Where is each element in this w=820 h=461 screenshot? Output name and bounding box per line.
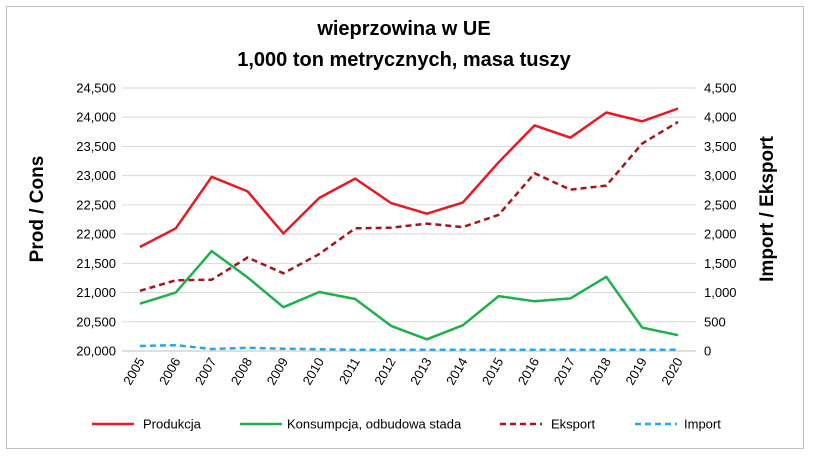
series-line-produkcja — [139, 107, 679, 249]
legend-label: Import — [684, 417, 721, 432]
y-left-tick-label: 23,000 — [76, 168, 116, 183]
y-right-tick-label: 4,000 — [704, 110, 737, 125]
y-right-tick-label: 2,500 — [704, 197, 737, 212]
series-lines — [139, 107, 679, 352]
x-tick-label: 2020 — [658, 355, 685, 388]
y-right-tick-label: 2,000 — [704, 227, 737, 242]
legend-label: Konsumpcja, odbudowa stada — [287, 417, 462, 432]
chart-title-line-2: 1,000 ton metrycznych, masa tuszy — [237, 49, 571, 71]
y-left-tick-label: 21,500 — [76, 256, 116, 271]
y-right-tick-label: 3,000 — [704, 168, 737, 183]
legend: Produkcja Konsumpcja, odbudowa stada Ekspo… — [92, 417, 721, 432]
y-axis-left-label: Prod / Cons — [27, 156, 48, 263]
x-tick-label: 2016 — [515, 355, 542, 388]
y-left-tick-label: 22,500 — [76, 197, 116, 212]
x-tick-label: 2005 — [120, 355, 147, 388]
y-left-tick-label: 24,000 — [76, 110, 116, 125]
gridlines — [122, 87, 696, 323]
y-left-tick-label: 21,000 — [76, 285, 116, 300]
chart-frame — [6, 6, 804, 449]
x-tick-label: 2012 — [371, 355, 398, 388]
series-line-eksport — [139, 120, 679, 292]
series-line-import — [139, 343, 679, 352]
y-left-tick-label: 22,000 — [76, 227, 116, 242]
y-axis-right-label: Import / Eksport — [757, 135, 778, 281]
legend-label: Eksport — [551, 417, 595, 432]
y-right-tick-label: 4,500 — [704, 81, 737, 96]
x-tick-label: 2011 — [336, 355, 363, 387]
y-left-tick-label: 20,000 — [76, 344, 116, 359]
y-left-tick-label: 24,500 — [76, 81, 116, 96]
y-right-tick-label: 0 — [704, 344, 711, 359]
y-right-tick-label: 1,500 — [704, 256, 737, 271]
x-tick-label: 2009 — [264, 355, 291, 388]
x-tick-label: 2019 — [622, 355, 649, 388]
legend-label: Produkcja — [143, 417, 202, 432]
x-tick-label: 2015 — [479, 355, 506, 388]
chart-title-line-1: wieprzowina w UE — [316, 18, 490, 40]
x-tick-label: 2017 — [551, 355, 578, 388]
series-line-konsumpcja-odbudowa-stada — [139, 249, 679, 341]
x-tick-label: 2008 — [228, 355, 255, 388]
x-tick-label: 2010 — [299, 355, 326, 388]
y-right-tick-label: 500 — [704, 314, 726, 329]
x-tick-label: 2013 — [407, 355, 434, 388]
y-right-tick-label: 3,500 — [704, 139, 737, 154]
x-tick-label: 2018 — [586, 355, 613, 388]
x-tick-label: 2007 — [192, 355, 219, 388]
y-left-tick-label: 20,500 — [76, 314, 116, 329]
y-left-tick-label: 23,500 — [76, 139, 116, 154]
y-right-tick-label: 1,000 — [704, 285, 737, 300]
x-tick-label: 2006 — [156, 355, 183, 388]
x-tick-label: 2014 — [443, 355, 470, 388]
